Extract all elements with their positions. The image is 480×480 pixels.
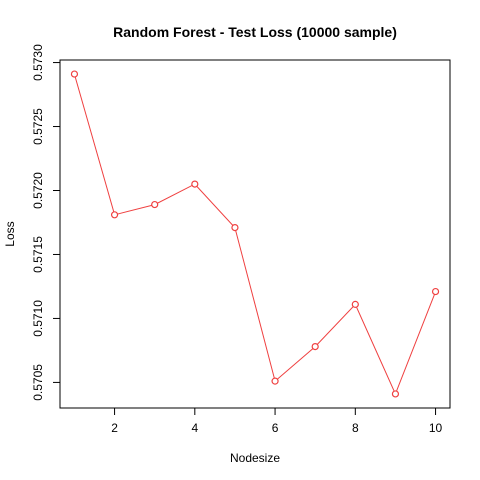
y-axis-label: Loss	[3, 221, 17, 246]
y-tick-label-3: 0.5720	[31, 172, 45, 209]
data-point-9	[391, 390, 400, 398]
x-tick-label-2: 6	[272, 421, 279, 435]
y-tick-label-0: 0.5705	[31, 364, 45, 401]
data-point-5	[231, 224, 239, 232]
data-point-2	[110, 211, 119, 219]
data-point-8	[351, 300, 359, 308]
y-axis: 0.5705 0.5710 0.5715 0.5720 0.5725 0.5730	[31, 44, 60, 401]
data-point-1	[70, 70, 79, 78]
x-tick-label-3: 8	[352, 421, 359, 435]
series-line	[73, 73, 437, 396]
x-tick-label-1: 4	[191, 421, 198, 435]
x-tick-label-4: 10	[429, 421, 443, 435]
x-axis: 2 4 6 8 10	[111, 408, 443, 435]
y-tick-label-1: 0.5710	[31, 300, 45, 337]
plot-frame	[59, 59, 451, 409]
data-point-6	[271, 377, 279, 385]
data-point-4	[191, 180, 199, 188]
data-point-7	[311, 342, 319, 351]
y-tick-label-5: 0.5730	[31, 44, 45, 81]
data-points	[70, 70, 440, 398]
y-tick-label-4: 0.5725	[31, 108, 45, 145]
data-point-10	[431, 287, 440, 296]
x-axis-label: Nodesize	[230, 451, 280, 465]
chart-title: Random Forest - Test Loss (10000 sample)	[113, 24, 397, 40]
data-point-3	[151, 200, 159, 209]
y-tick-label-2: 0.5715	[31, 236, 45, 273]
x-tick-label-0: 2	[111, 421, 118, 435]
